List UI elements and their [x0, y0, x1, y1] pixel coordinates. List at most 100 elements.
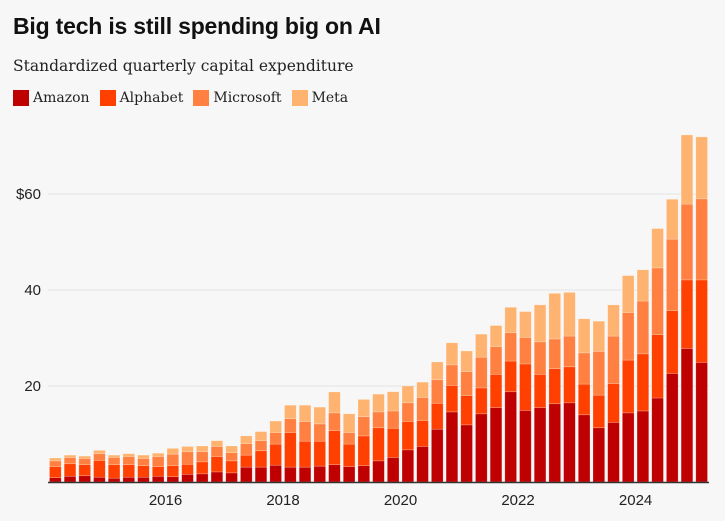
bar-stack-2017-Q2: [240, 435, 253, 483]
bar-stack-2014-Q3: [78, 455, 91, 483]
bar-amazon: [152, 475, 165, 483]
bar-meta: [49, 457, 62, 462]
bar-stack-2021-Q1: [460, 350, 473, 483]
legend-label-meta: Meta: [311, 90, 349, 106]
bar-microsoft: [607, 335, 620, 384]
bar-alphabet: [284, 432, 297, 468]
bar-alphabet: [63, 463, 77, 477]
bar-meta: [137, 454, 150, 459]
bar-stack-2016-Q1: [166, 448, 179, 483]
bar-stack-2020-Q2: [416, 381, 429, 483]
bar-stack-2024-Q3: [666, 198, 679, 483]
bar-meta: [93, 450, 106, 454]
bar-amazon: [357, 465, 370, 483]
bar-amazon: [63, 475, 77, 483]
bar-microsoft: [181, 451, 194, 465]
legend: Amazon Alphabet Microsoft Meta: [13, 90, 358, 106]
chart-title: Big tech is still spending big on AI: [13, 13, 381, 39]
bar-meta: [240, 435, 253, 444]
bar-alphabet: [460, 395, 473, 426]
y-tick-label: 20: [24, 378, 41, 395]
bar-alphabet: [475, 387, 488, 415]
bar-stack-2023-Q1: [577, 318, 591, 483]
bar-amazon: [49, 477, 62, 483]
bar-meta: [284, 404, 297, 419]
bar-stack-2014-Q4: [93, 450, 106, 483]
bar-microsoft: [298, 421, 312, 442]
bar-amazon: [533, 407, 547, 483]
bar-alphabet: [666, 310, 679, 374]
bar-stack-2016-Q2: [181, 446, 194, 483]
bar-microsoft: [372, 411, 385, 429]
y-tick-label: $60: [16, 186, 41, 203]
bar-amazon: [166, 476, 179, 483]
bar-amazon: [680, 348, 694, 483]
bar-stack-2015-Q2: [122, 453, 135, 483]
bar-microsoft: [577, 352, 591, 385]
x-axis-labels: 2016 2018 2020 2022 2024: [149, 492, 652, 509]
bar-alphabet: [431, 402, 444, 430]
bar-amazon: [563, 402, 576, 483]
legend-swatch-alphabet: [99, 90, 116, 106]
bar-microsoft: [210, 446, 224, 457]
bar-meta: [313, 406, 326, 425]
bar-microsoft: [284, 418, 297, 433]
bar-stack-2019-Q1: [342, 413, 356, 483]
bar-amazon: [548, 403, 561, 483]
bar-meta: [107, 454, 121, 458]
bar-meta: [225, 445, 238, 454]
bar-alphabet: [107, 464, 121, 479]
bar-alphabet: [181, 463, 194, 475]
bar-amazon: [489, 407, 503, 483]
bar-microsoft: [342, 432, 356, 445]
bar-alphabet: [416, 420, 429, 447]
bar-microsoft: [254, 440, 268, 452]
bar-microsoft: [152, 456, 165, 467]
bar-microsoft: [592, 351, 605, 396]
bar-meta: [78, 455, 91, 459]
x-tick-label: 2018: [266, 492, 299, 509]
bar-amazon: [636, 410, 650, 483]
bar-alphabet: [328, 430, 341, 466]
bar-stack-2020-Q4: [445, 342, 459, 483]
bar-amazon: [372, 460, 385, 483]
bar-stack-2015-Q4: [152, 452, 165, 483]
bar-stack-2020-Q1: [401, 385, 415, 483]
bar-meta: [357, 399, 370, 418]
bar-amazon: [519, 410, 532, 483]
bar-microsoft: [78, 458, 91, 466]
bar-meta: [445, 342, 459, 366]
bar-alphabet: [489, 374, 503, 408]
legend-item-meta: Meta: [291, 90, 349, 106]
bar-alphabet: [298, 440, 312, 468]
bar-amazon: [666, 373, 679, 483]
bar-microsoft: [328, 412, 341, 431]
bar-meta: [519, 311, 532, 338]
bar-stack-2018-Q2: [298, 404, 312, 483]
bar-meta: [680, 134, 694, 205]
bar-meta: [269, 420, 282, 433]
bar-alphabet: [680, 279, 694, 349]
bar-meta: [607, 304, 620, 337]
bar-amazon: [225, 472, 238, 483]
bar-alphabet: [563, 366, 576, 404]
bar-amazon: [254, 466, 268, 483]
bar-microsoft: [533, 341, 547, 375]
bar-alphabet: [196, 461, 209, 475]
bar-microsoft: [651, 267, 664, 335]
bar-amazon: [313, 465, 326, 483]
bar-meta: [577, 318, 591, 354]
bar-meta: [342, 413, 356, 433]
bar-amazon: [122, 476, 135, 483]
bar-meta: [460, 350, 473, 372]
bar-alphabet: [269, 443, 282, 466]
bar-alphabet: [78, 464, 91, 477]
bar-stack-2022-Q4: [563, 292, 576, 483]
bar-stack-2023-Q4: [622, 275, 635, 483]
legend-item-microsoft: Microsoft: [193, 90, 282, 106]
bar-amazon: [269, 464, 282, 483]
bar-stack-2024-Q1: [636, 269, 650, 483]
bar-alphabet: [445, 385, 459, 413]
bar-amazon: [196, 473, 209, 483]
bar-amazon: [651, 397, 664, 483]
